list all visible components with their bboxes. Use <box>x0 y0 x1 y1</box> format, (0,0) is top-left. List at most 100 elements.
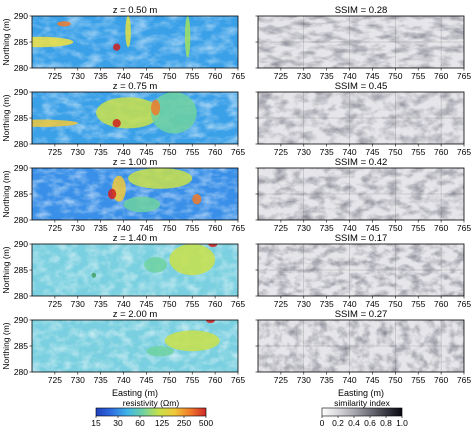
y-tick-label: 280 <box>14 139 28 149</box>
x-tick-label: 745 <box>365 223 379 233</box>
x-tick-label: 740 <box>342 71 356 81</box>
resistivity-panel-2: z = 0.75 m 725 730 735 740 745 750 755 760 765 290… <box>1 81 245 157</box>
colorbar-tick-label: 0 <box>320 418 325 428</box>
colorbar-gradient <box>95 407 207 417</box>
x-tick-label: 750 <box>162 299 176 309</box>
panel-image <box>258 244 464 296</box>
ssim-title: SSIM = 0.28 <box>335 5 388 16</box>
resistivity-panel-3: z = 1.00 m 725 730 735 740 745 750 755 760 765 290… <box>1 157 245 233</box>
x-tick-label: 755 <box>411 71 425 81</box>
resistivity-anomaly <box>107 188 117 200</box>
x-tick-label: 745 <box>365 71 379 81</box>
y-axis: 290 285 280 <box>14 239 32 301</box>
y-axis-label: Northing (m) <box>1 94 11 141</box>
panel-image <box>258 16 464 68</box>
x-tick-label: 755 <box>411 299 425 309</box>
x-tick-label: 750 <box>162 223 176 233</box>
x-tick-label: 735 <box>320 223 334 233</box>
x-tick-label: 760 <box>434 147 448 157</box>
colorbar-tick-label: 0.6 <box>364 418 376 428</box>
x-tick-label: 725 <box>274 71 288 81</box>
y-tick-label: 290 <box>14 163 28 173</box>
x-tick-label: 725 <box>48 71 62 81</box>
ssim-title: SSIM = 0.17 <box>335 233 388 244</box>
resistivity-anomaly <box>205 320 216 324</box>
x-tick-label: 730 <box>297 299 311 309</box>
resistivity-anomaly <box>91 272 97 278</box>
colorbar-tick-label: 30 <box>113 418 123 428</box>
x-tick-label: 735 <box>94 299 108 309</box>
x-tick-label: 745 <box>365 299 379 309</box>
x-tick-label: 765 <box>231 71 245 81</box>
x-tick-label: 725 <box>274 147 288 157</box>
x-tick-label: 745 <box>139 71 153 81</box>
resistivity-anomaly <box>144 257 168 273</box>
x-tick-label: 735 <box>320 147 334 157</box>
colorbar-tick-label: 0.2 <box>332 418 344 428</box>
x-tick-label: 765 <box>231 375 245 385</box>
colorbar-tick-label: 1.0 <box>396 418 408 428</box>
resistivity-anomaly <box>164 330 220 352</box>
resistivity-anomaly <box>32 36 74 48</box>
y-tick-label: 285 <box>14 265 28 275</box>
x-tick-label: 730 <box>297 147 311 157</box>
x-tick-label: 730 <box>297 223 311 233</box>
resistivity-panel-1: z = 0.50 m 725 730 735 740 745 750 755 760 765 290… <box>1 5 245 81</box>
y-tick-label: 285 <box>14 37 28 47</box>
x-tick-label: 755 <box>185 147 199 157</box>
x-tick-label: 725 <box>48 299 62 309</box>
y-axis: 290 285 280 <box>14 315 32 377</box>
ssim-panel-5: SSIM = 0.27 725 730 735 740 745 750 755 760 765 <box>255 309 471 385</box>
x-tick-label: 745 <box>139 299 153 309</box>
x-tick-label: 740 <box>342 223 356 233</box>
y-axis: 290 285 280 <box>14 87 32 149</box>
panel-image <box>32 244 238 296</box>
panel-image <box>258 92 464 144</box>
resistivity-colorbar: resistivity (Ωm) 15 30 60 125 250 500 <box>91 398 213 428</box>
x-tick-label: 740 <box>342 299 356 309</box>
x-tick-label: 765 <box>457 147 471 157</box>
x-axis-label: Easting (m) <box>338 388 384 398</box>
x-axis: 725 730 735 740 745 750 755 760 765 <box>48 220 245 233</box>
resistivity-anomaly <box>112 119 121 128</box>
x-tick-label: 730 <box>71 375 85 385</box>
x-tick-label: 760 <box>434 299 448 309</box>
x-axis-label: Easting (m) <box>112 388 158 398</box>
x-tick-label: 725 <box>274 223 288 233</box>
x-tick-label: 750 <box>388 147 402 157</box>
depth-title: z = 0.75 m <box>113 81 158 92</box>
x-tick-label: 750 <box>388 299 402 309</box>
x-axis: 725 730 735 740 745 750 755 760 765 <box>274 372 471 385</box>
x-tick-label: 740 <box>342 147 356 157</box>
panel-image <box>258 320 464 372</box>
x-tick-label: 725 <box>48 223 62 233</box>
colorbar-tick-label: 60 <box>135 418 145 428</box>
x-axis: 725 730 735 740 745 750 755 760 765 <box>274 68 471 81</box>
x-tick-label: 740 <box>116 223 130 233</box>
x-tick-label: 735 <box>94 375 108 385</box>
ssim-title: SSIM = 0.27 <box>335 309 388 320</box>
y-axis <box>255 167 258 221</box>
x-tick-label: 725 <box>48 147 62 157</box>
x-tick-label: 765 <box>231 147 245 157</box>
resistivity-anomaly <box>169 244 216 276</box>
x-axis: 725 730 735 740 745 750 755 760 765 <box>274 144 471 157</box>
colorbar-tick-label: 250 <box>177 418 191 428</box>
depth-title: z = 1.00 m <box>113 157 158 168</box>
colorbar-tick-label: 0.4 <box>348 418 360 428</box>
colorbar-tick-label: 500 <box>199 418 213 428</box>
resistivity-anomaly <box>125 16 131 48</box>
x-tick-label: 730 <box>71 147 85 157</box>
x-tick-label: 750 <box>162 147 176 157</box>
x-tick-label: 755 <box>185 223 199 233</box>
x-tick-label: 760 <box>208 71 222 81</box>
x-tick-label: 765 <box>457 375 471 385</box>
resistivity-anomaly <box>57 21 71 27</box>
panel-image <box>258 168 464 220</box>
panel-image <box>32 92 238 144</box>
x-tick-label: 755 <box>411 375 425 385</box>
x-tick-label: 760 <box>208 375 222 385</box>
similarity-colorbar: similarity index 0 0.2 0.4 0.6 0.8 1.0 <box>320 398 409 428</box>
y-axis <box>255 243 258 297</box>
ssim-panel-1: SSIM = 0.28 725 730 735 740 745 750 755 760 765 <box>255 5 471 81</box>
